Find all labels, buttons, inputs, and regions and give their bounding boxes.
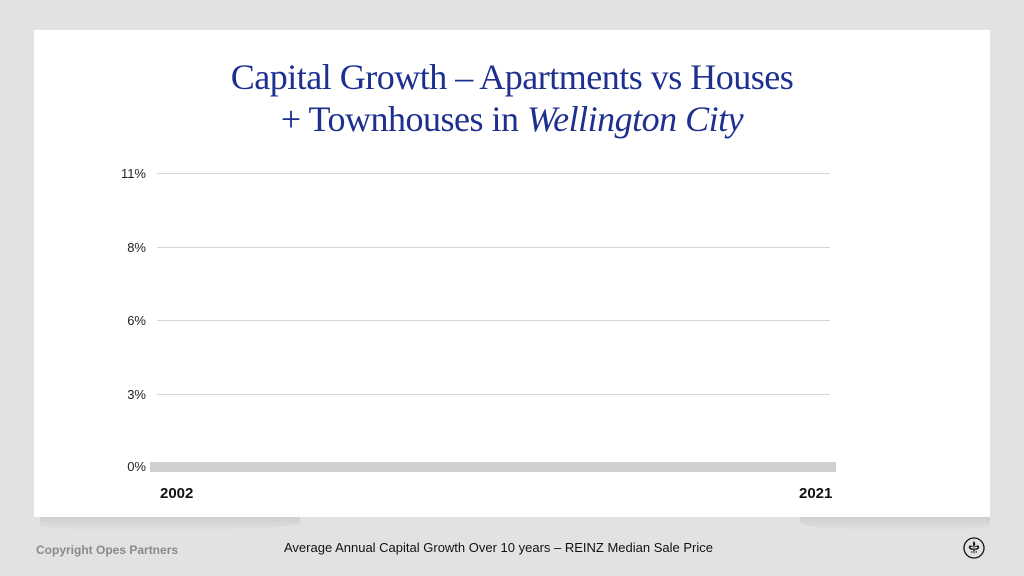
chart-caption: Average Annual Capital Growth Over 10 ye… xyxy=(284,540,713,555)
y-tick-label: 3% xyxy=(127,387,146,402)
card-shadow xyxy=(40,517,300,531)
chart-title: Capital Growth – Apartments vs Houses + … xyxy=(34,56,990,140)
gridline xyxy=(157,173,830,174)
slide-card xyxy=(34,30,990,517)
gridline xyxy=(157,320,830,321)
card-shadow xyxy=(800,517,990,531)
y-tick-label: 11% xyxy=(120,166,146,181)
title-city: Wellington City xyxy=(526,99,744,139)
gridline xyxy=(157,247,830,248)
title-line-1: Capital Growth – Apartments vs Houses xyxy=(230,57,794,97)
fleur-de-lis-icon xyxy=(963,537,985,559)
x-axis-baseline xyxy=(150,462,836,472)
y-tick-label: 8% xyxy=(127,240,146,255)
x-tick-label-start: 2002 xyxy=(160,485,194,502)
y-tick-label: 0% xyxy=(127,459,146,474)
gridline xyxy=(157,394,830,395)
y-tick-label: 6% xyxy=(127,313,146,328)
title-line-2: + Townhouses in Wellington City xyxy=(34,98,990,140)
copyright-text: Copyright Opes Partners xyxy=(36,543,179,557)
x-tick-label-end: 2021 xyxy=(799,485,833,502)
title-line-2-prefix: + Townhouses in xyxy=(280,99,527,139)
